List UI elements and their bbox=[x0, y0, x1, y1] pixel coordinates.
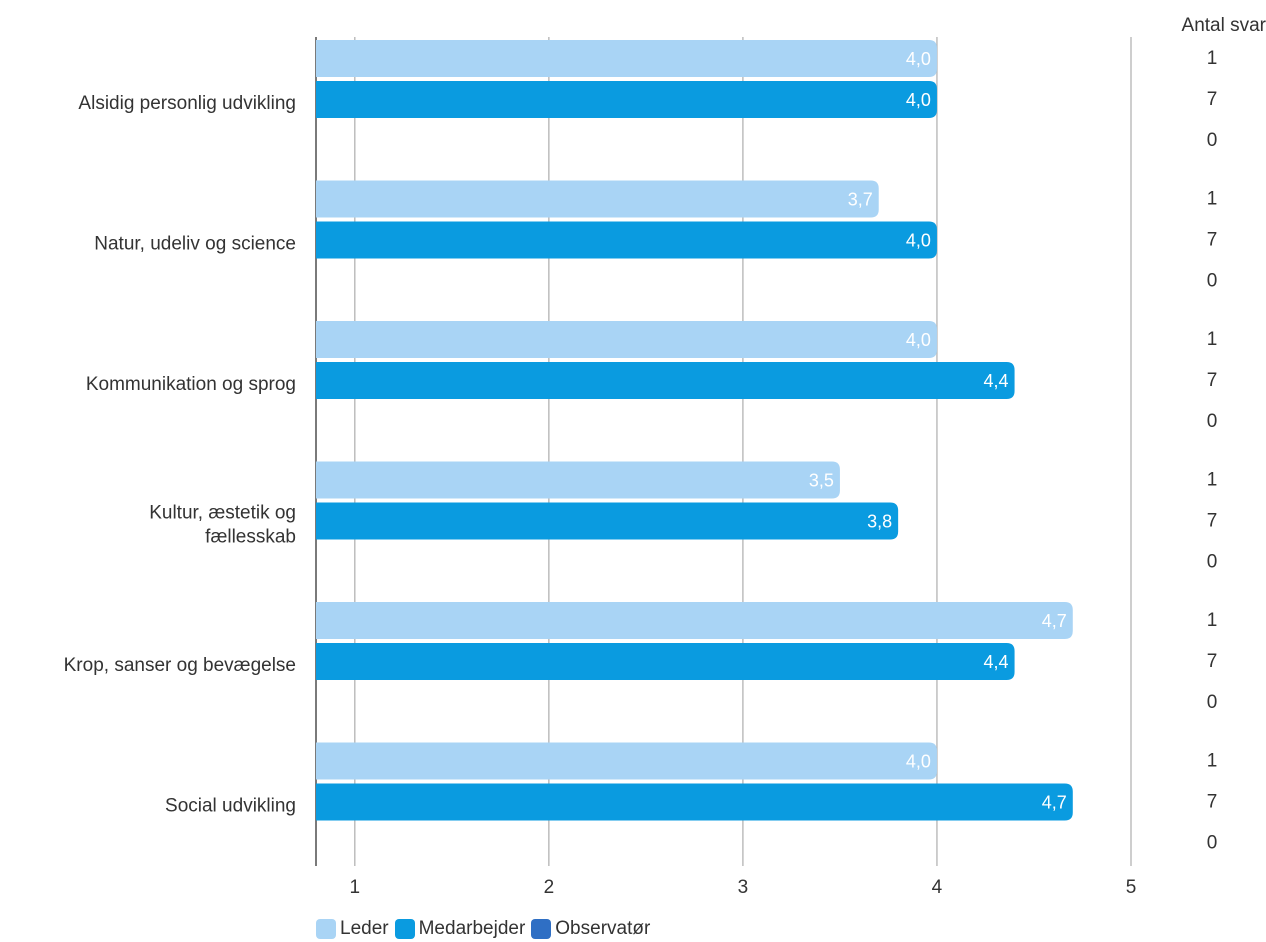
answer-count: 7 bbox=[1207, 792, 1218, 813]
category-label: Krop, sanser og bevægelse bbox=[64, 655, 296, 676]
counts-layer: Antal svar 1 7 0 1 7 0 1 7 0 1 7 0 1 7 0 1 7 0 bbox=[1182, 15, 1266, 854]
category-label: Natur, udeliv og science bbox=[94, 234, 296, 255]
bar-value-label: 4,4 bbox=[984, 371, 1009, 391]
answer-count: 0 bbox=[1207, 271, 1218, 292]
x-tick-label: 3 bbox=[738, 877, 749, 898]
category-label: Social udvikling bbox=[165, 796, 296, 817]
count-header: Antal svar bbox=[1182, 15, 1266, 36]
bar-medarbejder-0 bbox=[316, 81, 937, 118]
bar-medarbejder-3 bbox=[316, 502, 899, 540]
bar-leder-2 bbox=[316, 321, 937, 358]
bar-medarbejder-2 bbox=[316, 362, 1015, 399]
answer-count: 1 bbox=[1207, 189, 1218, 210]
answer-count: 0 bbox=[1207, 130, 1218, 151]
answer-count: 0 bbox=[1207, 552, 1218, 573]
legend-label: Leder bbox=[340, 918, 389, 939]
category-label: Kommunikation og sprog bbox=[86, 374, 296, 395]
legend-swatch bbox=[531, 919, 552, 939]
answer-count: 0 bbox=[1207, 833, 1218, 854]
bar-value-label: 3,8 bbox=[867, 512, 892, 532]
answer-count: 1 bbox=[1207, 470, 1218, 491]
bar-medarbejder-5 bbox=[316, 783, 1073, 821]
legend-label: Observatør bbox=[555, 918, 651, 939]
answer-count: 7 bbox=[1207, 370, 1218, 391]
answer-count: 1 bbox=[1207, 329, 1218, 350]
answer-count: 0 bbox=[1207, 411, 1218, 432]
bar-medarbejder-4 bbox=[316, 643, 1015, 680]
category-label: fællesskab bbox=[205, 527, 296, 548]
bar-value-label: 4,4 bbox=[984, 652, 1009, 672]
bar-leder-5 bbox=[316, 742, 937, 780]
answer-count: 1 bbox=[1207, 751, 1218, 772]
x-tick-label: 2 bbox=[544, 877, 555, 898]
bar-leder-1 bbox=[316, 180, 879, 218]
x-tick-label: 4 bbox=[932, 877, 943, 898]
legend-swatch bbox=[394, 919, 415, 939]
x-tick-label: 5 bbox=[1126, 877, 1137, 898]
legend-label: Medarbejder bbox=[418, 918, 526, 939]
bar-value-label: 3,5 bbox=[809, 471, 834, 491]
bar-value-label: 4,0 bbox=[906, 231, 931, 251]
grid-layer bbox=[315, 37, 1132, 866]
bar-leder-4 bbox=[316, 602, 1073, 639]
answer-count: 1 bbox=[1207, 610, 1218, 631]
bar-value-label: 4,0 bbox=[906, 330, 931, 350]
labels-layer: 1 2 3 4 5 4,0 4,0 Alsidig personlig udvikling 3,… bbox=[64, 49, 1137, 898]
category-label: Alsidig personlig udvikling bbox=[78, 93, 296, 114]
answer-count: 7 bbox=[1207, 230, 1218, 251]
category-label: Kultur, æstetik og bbox=[149, 503, 296, 524]
bar-value-label: 4,0 bbox=[906, 90, 931, 110]
bar-value-label: 4,7 bbox=[1042, 793, 1067, 813]
answer-count: 1 bbox=[1207, 48, 1218, 69]
answer-count: 7 bbox=[1207, 511, 1218, 532]
bar-value-label: 4,0 bbox=[906, 49, 931, 69]
answer-count: 0 bbox=[1207, 692, 1218, 713]
bar-value-label: 4,7 bbox=[1042, 611, 1067, 631]
bar-value-label: 3,7 bbox=[848, 190, 873, 210]
answer-count: 7 bbox=[1207, 89, 1218, 110]
legend: Leder Medarbejder Observatør bbox=[316, 918, 656, 940]
bar-value-label: 4,0 bbox=[906, 752, 931, 772]
bar-leder-3 bbox=[316, 461, 840, 499]
legend-item-medarbejder[interactable]: Medarbejder bbox=[394, 918, 526, 940]
bar-leder-0 bbox=[316, 40, 937, 77]
bar-medarbejder-1 bbox=[316, 221, 937, 259]
answer-count: 7 bbox=[1207, 651, 1218, 672]
legend-swatch bbox=[316, 919, 336, 939]
legend-item-leder[interactable]: Leder bbox=[316, 918, 389, 940]
bars-layer bbox=[316, 40, 1073, 821]
x-tick-label: 1 bbox=[350, 877, 361, 898]
legend-item-observatør[interactable]: Observatør bbox=[531, 918, 650, 940]
